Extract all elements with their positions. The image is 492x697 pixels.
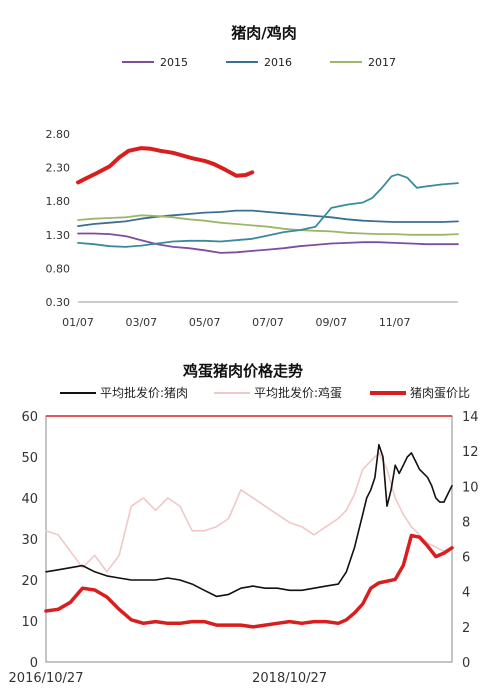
chart2-legend: 平均批发价:猪肉 平均批发价:鸡蛋 猪肉蛋价比: [60, 385, 470, 400]
chart2-right-y-tick: 12: [462, 445, 479, 460]
chart1-x-ticks: 01/07 03/07 05/07 07/07 09/07 11/07: [62, 316, 410, 329]
chart2-title: 鸡蛋猪肉价格走势: [182, 362, 303, 380]
chart1-x-tick: 01/07: [62, 316, 94, 329]
chart2-x-tick: 2016/10/27: [9, 671, 84, 686]
chart2-series: [44, 443, 454, 629]
chart2-right-y-ticks: 14 12 10 8 6 4 2 0: [462, 410, 479, 671]
chart2-right-y-tick: 0: [462, 656, 470, 671]
chart2-left-y-tick: 20: [21, 574, 38, 589]
chart1-x-tick: 07/07: [252, 316, 284, 329]
chart1-series: [76, 146, 459, 254]
chart1-legend: 2015 2016 2017: [122, 56, 396, 69]
chart2-left-y-tick: 40: [21, 492, 38, 507]
chart1-y-tick: 2.30: [46, 162, 71, 175]
chart2-right-y-tick: 8: [462, 515, 470, 530]
chart2-right-y-tick: 10: [462, 480, 479, 495]
legend-2016-label: 2016: [264, 56, 292, 69]
legend-pork-label: 平均批发价:猪肉: [100, 385, 188, 400]
chart1-y-ticks: 2.80 2.30 1.80 1.30 0.80 0.30: [46, 128, 71, 309]
chart2-x-tick: 2018/10/27: [252, 671, 327, 686]
chart1-series-line-2: [77, 214, 459, 236]
chart1-y-tick: 1.80: [46, 195, 71, 208]
chart1-series-line-3: [77, 173, 459, 248]
chart2-right-y-tick: 6: [462, 551, 470, 566]
chart1-series-line-4: [76, 146, 255, 185]
chart2-left-y-tick: 10: [21, 615, 38, 630]
chart2-series-line-2: [44, 533, 454, 629]
chart1-y-tick: 0.80: [46, 262, 71, 275]
chart2-right-y-tick: 4: [462, 586, 470, 601]
chart1-x-tick: 05/07: [189, 316, 221, 329]
chart2-series-line-1: [45, 452, 453, 573]
chart1-x-tick: 03/07: [125, 316, 157, 329]
chart1-series-line-0: [77, 232, 459, 254]
chart2-left-y-tick: 50: [21, 451, 38, 466]
chart1-x-tick: 09/07: [315, 316, 347, 329]
legend-egg-label: 平均批发价:鸡蛋: [254, 385, 342, 400]
legend-ratio-label: 猪肉蛋价比: [410, 386, 470, 400]
chart2-left-y-tick: 30: [21, 533, 38, 548]
chart1-series-line-1: [77, 209, 459, 228]
chart1-title: 猪肉/鸡肉: [230, 24, 296, 42]
chart1-y-tick: 0.30: [46, 296, 71, 309]
chart2-left-y-tick: 60: [21, 410, 38, 425]
chart2-left-y-tick: 0: [30, 656, 38, 671]
chart1-y-tick: 2.80: [46, 128, 71, 141]
chart2-left-y-ticks: 60 50 40 30 20 10 0: [21, 410, 38, 671]
chart1-y-tick: 1.30: [46, 229, 71, 242]
chart1-x-tick: 11/07: [379, 316, 411, 329]
legend-2015-label: 2015: [160, 56, 188, 69]
chart2-series-line-0: [45, 443, 453, 598]
legend-2017-label: 2017: [368, 56, 396, 69]
chart2-right-y-tick: 2: [462, 621, 470, 636]
chart2-x-ticks: 2016/10/27 2018/10/27: [9, 671, 328, 686]
chart2-right-y-tick: 14: [462, 410, 479, 425]
